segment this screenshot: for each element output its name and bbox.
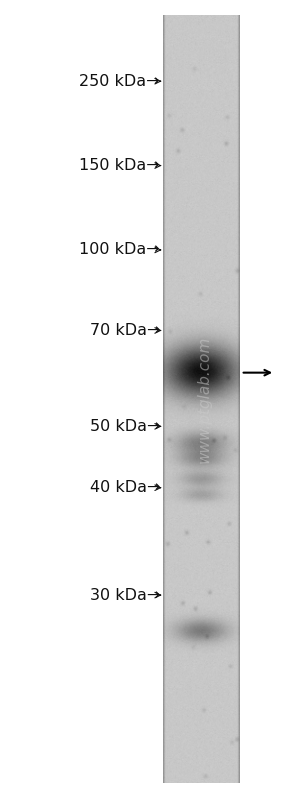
Text: 250 kDa→: 250 kDa→ xyxy=(80,74,160,89)
Text: 70 kDa→: 70 kDa→ xyxy=(90,323,160,338)
Text: 40 kDa→: 40 kDa→ xyxy=(90,480,160,495)
Text: 150 kDa→: 150 kDa→ xyxy=(79,158,160,173)
Text: 30 kDa→: 30 kDa→ xyxy=(90,587,160,602)
Text: 100 kDa→: 100 kDa→ xyxy=(79,242,160,257)
Text: 50 kDa→: 50 kDa→ xyxy=(90,419,160,434)
Text: www.ptglab.com: www.ptglab.com xyxy=(196,336,212,463)
